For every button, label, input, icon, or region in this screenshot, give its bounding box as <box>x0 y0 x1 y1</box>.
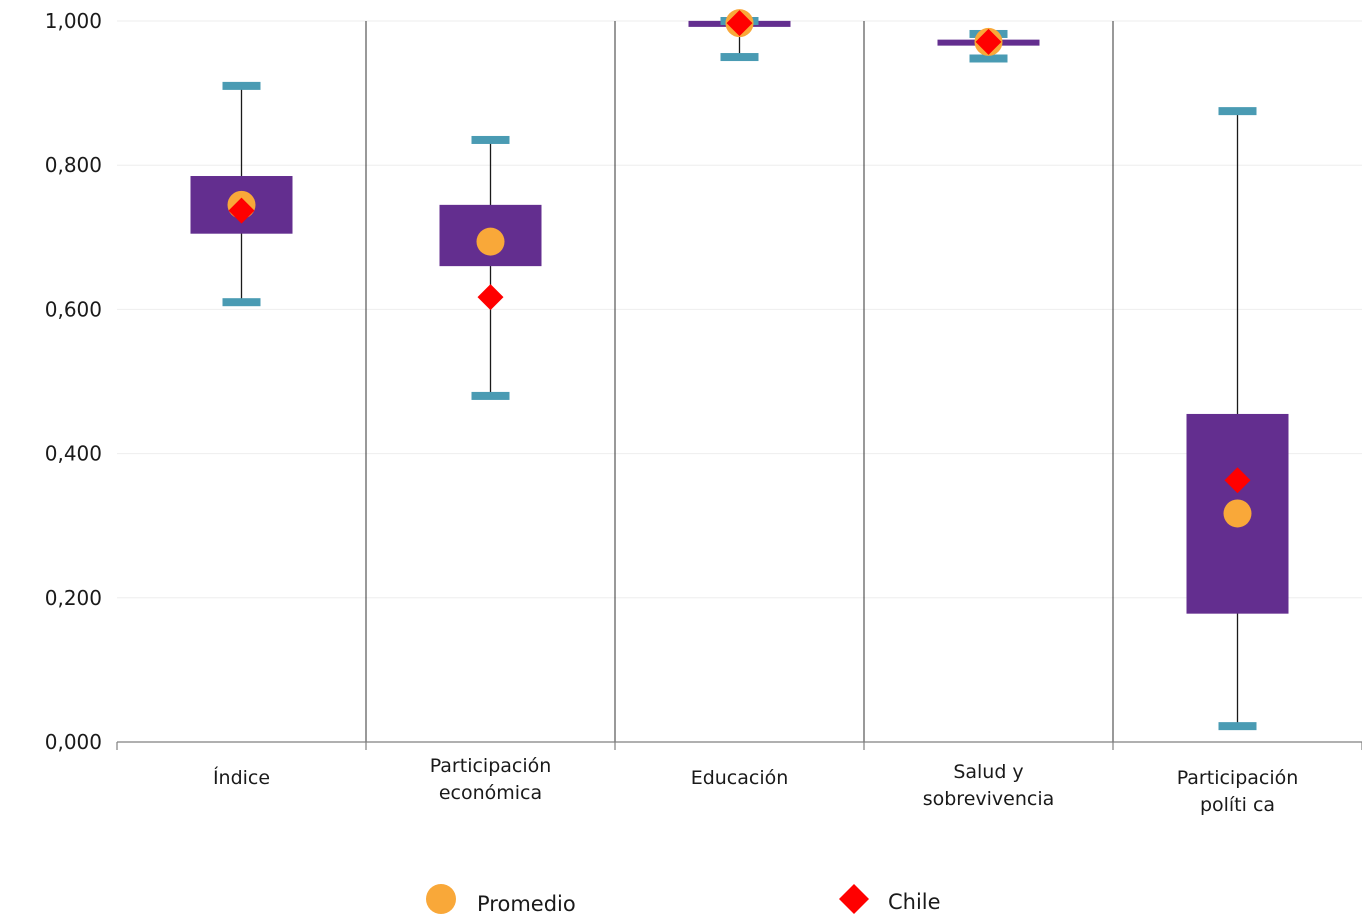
category-dividers <box>365 21 1114 742</box>
category-label: Participación <box>430 755 552 777</box>
category-label: Salud y <box>953 761 1023 783</box>
labels: 0,000 0,200 0,400 0,600 0,800 1,000 Índice Part… <box>45 9 1299 816</box>
chile-point <box>1224 467 1251 494</box>
category-label: políti ca <box>1200 794 1275 816</box>
chile-point <box>975 28 1002 55</box>
category-label: Índice <box>213 766 270 789</box>
y-tick-label: 0,600 <box>45 297 102 321</box>
category-label: Participación <box>1177 767 1299 789</box>
legend-promedio-marker <box>426 884 456 914</box>
chile-point <box>726 10 753 37</box>
min-cap <box>1218 722 1257 731</box>
category-label: económica <box>439 782 542 804</box>
chile-point <box>228 197 255 224</box>
max-cap <box>222 81 261 90</box>
y-tick-label: 0,200 <box>45 586 102 610</box>
y-tick-label: 0,800 <box>45 153 102 177</box>
category-label: sobrevivencia <box>923 788 1055 810</box>
min-cap <box>222 298 261 307</box>
plot-area <box>190 9 1289 731</box>
legend-chile-label: Chile <box>888 890 941 914</box>
y-tick-label: 0,000 <box>45 730 102 754</box>
category-label: Educación <box>691 767 789 789</box>
grid-lines <box>117 20 1362 599</box>
promedio-point <box>476 227 505 256</box>
y-tick-label: 1,000 <box>45 9 102 33</box>
max-cap <box>471 135 510 144</box>
legend-chile-marker <box>839 884 869 914</box>
y-tick-label: 0,400 <box>45 442 102 466</box>
max-cap <box>1218 107 1257 116</box>
legend: Promedio Chile <box>426 884 941 915</box>
chile-point <box>477 284 504 311</box>
legend-promedio-label: Promedio <box>477 892 576 915</box>
min-cap <box>969 54 1008 63</box>
promedio-point <box>1223 499 1252 528</box>
min-cap <box>720 53 759 62</box>
min-cap <box>471 391 510 400</box>
axes <box>116 741 1362 750</box>
